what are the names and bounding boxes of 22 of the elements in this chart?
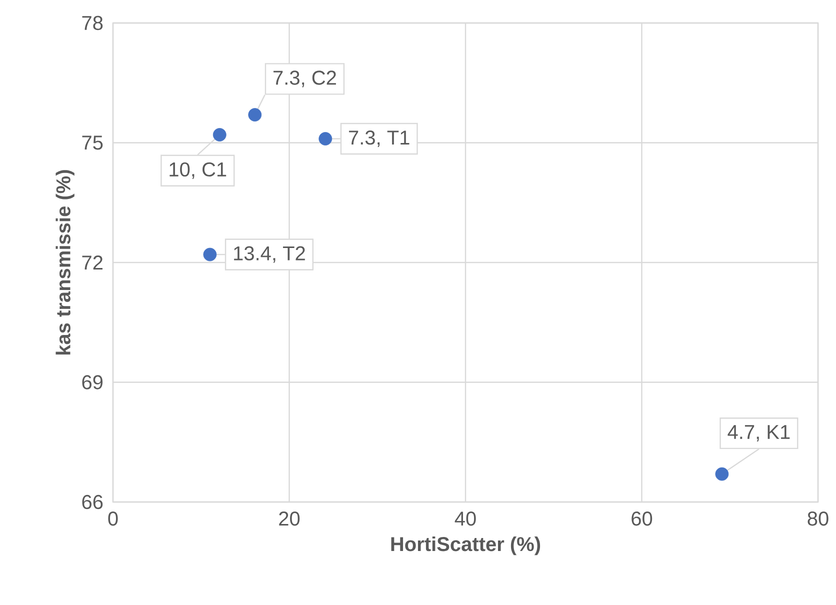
- y-tick-label: 66: [82, 494, 103, 510]
- annotation: 10, C1: [170, 162, 226, 179]
- x-tick-label: 40: [454, 512, 476, 526]
- x-tick-label: 60: [632, 512, 652, 526]
- x-tick-label: 0: [108, 512, 118, 526]
- annotation: 4.7, K1: [728, 425, 790, 442]
- y-tick-label: 78: [82, 16, 103, 30]
- point: [212, 128, 226, 142]
- x-axis-title: HortiScatter (%): [391, 536, 540, 556]
- annotation: 13.4, T2: [234, 246, 305, 263]
- point: [318, 132, 332, 146]
- point: [248, 108, 262, 122]
- y-tick-label: 72: [82, 256, 102, 270]
- x-tick-label: 20: [279, 512, 300, 526]
- y-tick-label: 75: [82, 136, 103, 150]
- annotation: 7.3, T1: [349, 130, 410, 148]
- y-tick-label: 69: [82, 375, 103, 390]
- point: [715, 467, 729, 481]
- annotation: 7.3, C2: [274, 70, 336, 88]
- x-tick-label: 80: [808, 512, 828, 526]
- y-axis-title: kas transmissie (%): [56, 170, 74, 354]
- point: [203, 248, 217, 262]
